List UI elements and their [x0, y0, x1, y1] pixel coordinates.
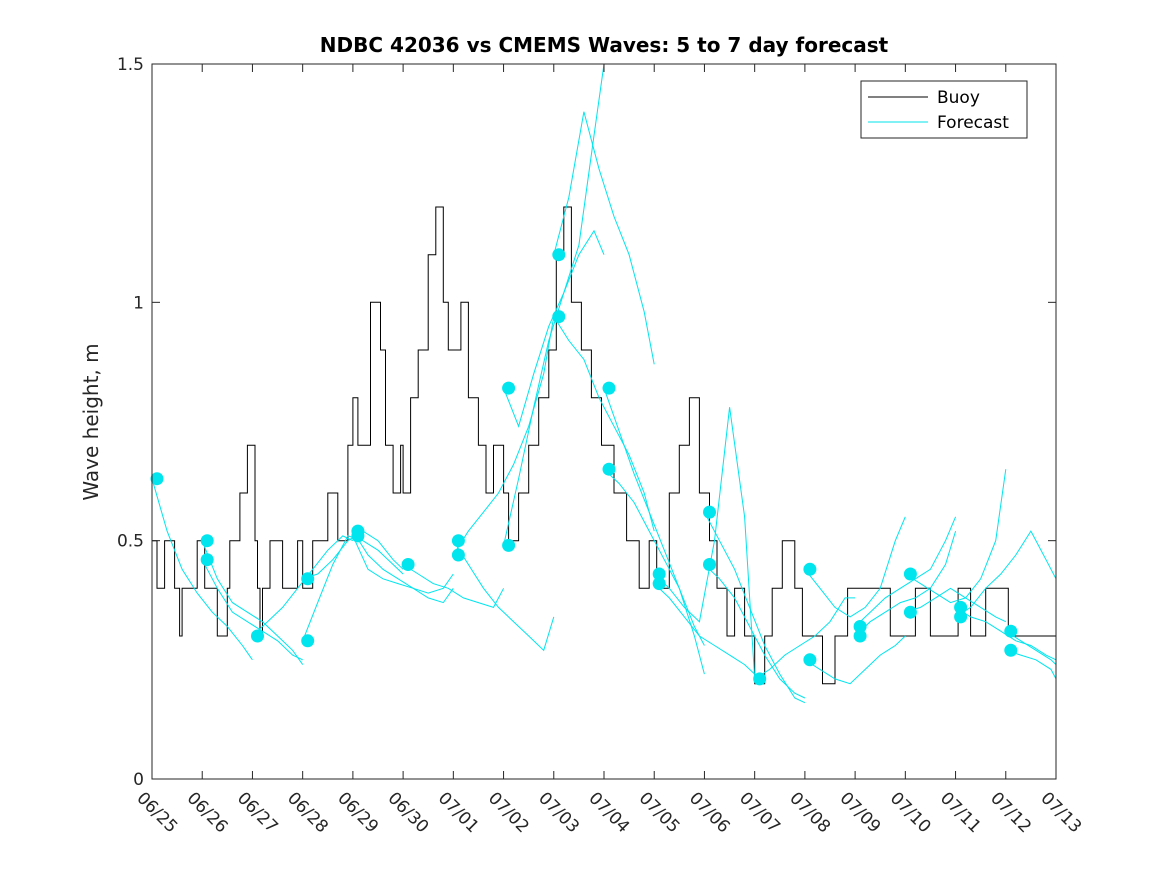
- x-tick-label: 06/25: [132, 788, 181, 837]
- forecast-marker: [853, 629, 867, 643]
- y-tick-label: 0.5: [117, 532, 144, 552]
- forecast-series-line: [804, 635, 906, 685]
- forecast-series-line: [854, 530, 957, 637]
- chart-title: NDBC 42036 vs CMEMS Waves: 5 to 7 day fo…: [320, 33, 889, 57]
- x-tick-label: 07/01: [434, 788, 483, 837]
- forecast-marker: [301, 634, 315, 648]
- forecast-series-line: [653, 407, 756, 679]
- forecast-marker: [954, 600, 968, 614]
- forecast-series-line: [352, 535, 454, 594]
- legend-label-buoy: Buoy: [937, 88, 980, 108]
- x-tick-label: 07/05: [635, 788, 684, 837]
- x-tick-label: 07/11: [936, 788, 985, 837]
- plot-area: [150, 63, 1057, 704]
- x-tick-label: 07/03: [534, 788, 583, 837]
- forecast-series-line: [503, 63, 605, 428]
- forecast-marker: [451, 534, 465, 548]
- forecast-marker: [451, 548, 465, 562]
- x-tick-label: 06/27: [233, 788, 282, 837]
- forecast-series-line: [804, 516, 906, 618]
- x-tick-label: 07/07: [735, 788, 784, 837]
- forecast-marker: [200, 534, 214, 548]
- forecast-marker: [1004, 624, 1018, 638]
- forecast-series-line: [201, 559, 303, 661]
- forecast-series-line: [603, 468, 705, 646]
- forecast-marker: [703, 505, 716, 519]
- forecast-marker: [401, 558, 415, 571]
- forecast-series-line: [201, 540, 304, 665]
- forecast-marker: [301, 572, 315, 586]
- x-tick-label: 07/10: [886, 788, 935, 837]
- y-axis-label: Wave height, m: [79, 343, 103, 500]
- forecast-marker: [1004, 643, 1018, 657]
- forecast-series-line: [151, 478, 253, 661]
- x-tick-label: 06/26: [183, 788, 232, 837]
- y-tick-label: 0: [133, 770, 144, 790]
- forecast-marker: [552, 248, 566, 262]
- forecast-marker: [602, 462, 616, 476]
- forecast-marker: [954, 610, 968, 624]
- forecast-series-line: [352, 530, 454, 604]
- forecast-marker: [652, 577, 666, 591]
- forecast-marker: [251, 629, 264, 643]
- forecast-series-line: [703, 511, 806, 704]
- x-tick-label: 07/09: [836, 788, 885, 837]
- x-tick-label: 07/04: [584, 788, 633, 837]
- forecast-marker: [552, 310, 566, 324]
- forecast-series-line: [955, 530, 1057, 618]
- x-tick-label: 07/06: [685, 788, 734, 837]
- legend-box: [860, 80, 1028, 139]
- forecast-series-line: [452, 316, 555, 556]
- forecast-marker: [903, 567, 917, 581]
- x-tick-label: 07/13: [1036, 788, 1085, 837]
- forecast-marker: [703, 558, 716, 571]
- forecast-marker: [502, 538, 516, 552]
- forecast-marker: [903, 605, 917, 619]
- x-tick-label: 07/02: [484, 788, 533, 837]
- axes-box: [151, 63, 1057, 780]
- forecast-marker: [853, 620, 867, 633]
- forecast-marker: [150, 472, 164, 486]
- forecast-series-line: [402, 564, 505, 609]
- legend-label-forecast: Forecast: [937, 113, 1009, 133]
- y-tick-label: 1: [133, 293, 144, 313]
- forecast-marker: [351, 529, 365, 543]
- forecast-series-line: [905, 587, 1007, 623]
- forecast-marker: [200, 553, 214, 567]
- forecast-marker: [803, 653, 817, 667]
- forecast-series-line: [854, 516, 957, 627]
- forecast-series-line: [905, 469, 1007, 604]
- forecast-marker: [753, 672, 767, 686]
- y-tick-label: 1.5: [117, 55, 144, 75]
- legend: Buoy Forecast: [860, 80, 1028, 139]
- x-tick-label: 07/12: [986, 788, 1035, 837]
- forecast-marker: [803, 562, 817, 576]
- x-tick-label: 07/08: [785, 788, 834, 837]
- x-tick-label: 06/28: [283, 788, 332, 837]
- forecast-series-line: [452, 540, 555, 652]
- forecast-marker: [652, 567, 666, 581]
- forecast-series-line: [553, 316, 655, 532]
- forecast-series-line: [754, 597, 856, 680]
- forecast-marker: [602, 381, 616, 395]
- forecast-series-line: [553, 111, 655, 365]
- buoy-series-line: [152, 206, 1056, 685]
- forecast-marker: [502, 381, 516, 395]
- forecast-series-line: [302, 535, 404, 641]
- forecast-series-line: [603, 387, 705, 675]
- forecast-series-line: [704, 564, 806, 699]
- x-tick-label: 06/30: [384, 788, 433, 837]
- x-tick-label: 06/29: [333, 788, 382, 837]
- forecast-series-line: [1005, 630, 1057, 665]
- forecast-series-line: [653, 583, 756, 675]
- axes: 06/25 06/26 06/27 06/28 06/29 06/30 07/01 07/02…: [117, 55, 1085, 837]
